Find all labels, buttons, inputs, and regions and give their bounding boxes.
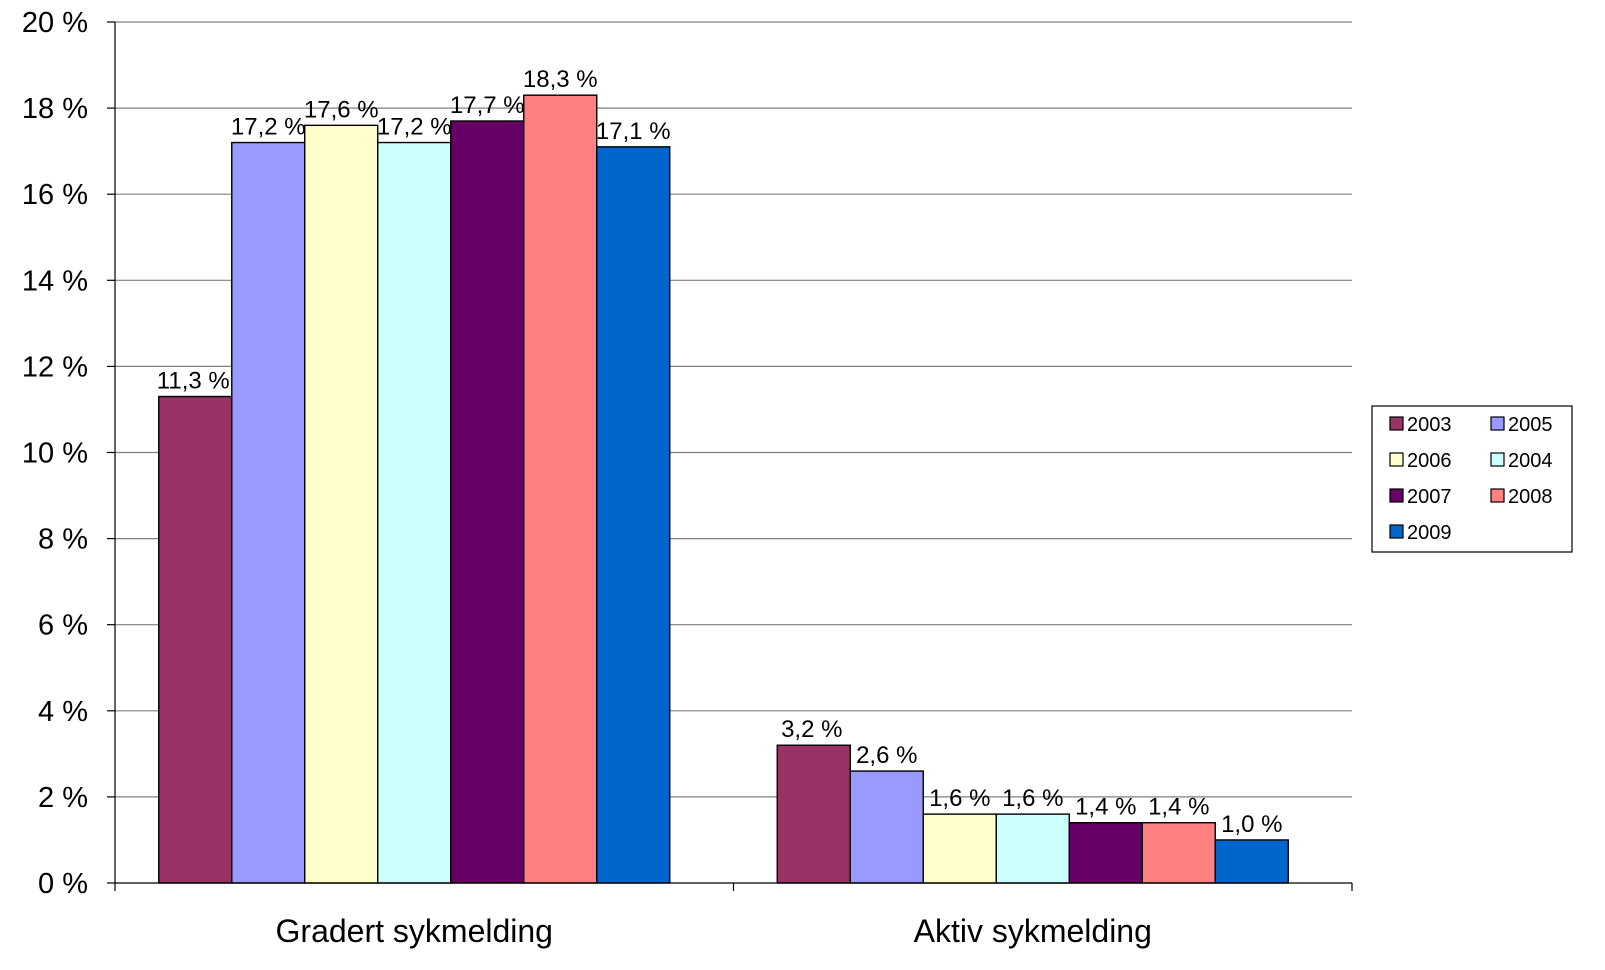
bar-2005-gradert bbox=[231, 141, 306, 884]
legend-swatch-2006 bbox=[1389, 452, 1404, 467]
legend-label-2004: 2004 bbox=[1508, 450, 1553, 472]
data-label: 11,3 % bbox=[157, 368, 230, 395]
legend-label-2003: 2003 bbox=[1407, 414, 1452, 436]
data-label: 17,2 % bbox=[377, 114, 452, 141]
bar-2003-gradert bbox=[158, 395, 233, 884]
data-label: 17,7 % bbox=[450, 92, 525, 119]
bar-2009-gradert bbox=[596, 146, 671, 884]
category-label: Gradert sykmelding bbox=[276, 913, 553, 949]
bar-2005-aktiv bbox=[849, 770, 924, 884]
bar-2004-gradert bbox=[377, 141, 452, 884]
legend-label-2005: 2005 bbox=[1508, 414, 1553, 436]
data-label: 1,4 % bbox=[1075, 794, 1136, 821]
y-tick-label: 18 % bbox=[22, 93, 88, 125]
y-tick-label: 10 % bbox=[22, 438, 88, 470]
data-label: 17,2 % bbox=[231, 114, 306, 141]
bar-2008-aktiv bbox=[1141, 822, 1216, 884]
legend-swatch-2003 bbox=[1389, 416, 1404, 431]
data-label: 3,2 % bbox=[781, 716, 842, 743]
bars bbox=[158, 94, 1289, 884]
legend-swatch-2007 bbox=[1389, 488, 1404, 503]
data-label: 1,6 % bbox=[1002, 785, 1063, 812]
y-tick-label: 20 % bbox=[22, 7, 88, 39]
legend-label-2009: 2009 bbox=[1407, 522, 1452, 544]
legend-label-2007: 2007 bbox=[1407, 486, 1452, 508]
axes bbox=[107, 21, 1353, 891]
data-label: 17,1 % bbox=[596, 118, 671, 145]
data-labels: 11,3 %17,2 %17,6 %17,2 %17,7 %18,3 %17,1… bbox=[157, 66, 1283, 838]
data-label: 17,6 % bbox=[304, 96, 379, 123]
data-label: 1,0 % bbox=[1221, 811, 1282, 838]
bar-2009-aktiv bbox=[1214, 839, 1289, 884]
legend-box bbox=[1371, 405, 1573, 553]
y-tick-label: 4 % bbox=[38, 696, 88, 728]
legend-swatch-2004 bbox=[1490, 452, 1505, 467]
data-label: 1,6 % bbox=[929, 785, 990, 812]
category-label: Aktiv sykmelding bbox=[914, 913, 1152, 949]
legend-swatch-2005 bbox=[1490, 416, 1505, 431]
bar-2006-aktiv bbox=[922, 813, 997, 884]
data-label: 2,6 % bbox=[856, 742, 917, 769]
bar-2008-gradert bbox=[523, 94, 598, 884]
bar-2007-aktiv bbox=[1068, 822, 1143, 884]
bar-2003-aktiv bbox=[776, 744, 851, 884]
y-axis-ticks: 0 % 2 % 4 % 6 % 8 % 10 % 12 % 14 % 16 % 18 % 20 % bbox=[22, 7, 88, 900]
bar-2007-gradert bbox=[450, 120, 525, 884]
y-tick-label: 14 % bbox=[22, 265, 88, 297]
legend: 2003 2005 2006 2004 2007 2008 2009 bbox=[1371, 405, 1573, 553]
y-tick-label: 12 % bbox=[22, 351, 88, 383]
data-label: 18,3 % bbox=[523, 66, 598, 93]
y-tick-label: 2 % bbox=[38, 782, 88, 814]
y-tick-label: 8 % bbox=[38, 524, 88, 556]
category-labels: Gradert sykmelding Aktiv sykmelding bbox=[276, 913, 1152, 949]
y-tick-label: 6 % bbox=[38, 610, 88, 642]
bar-2006-gradert bbox=[304, 124, 379, 884]
data-label: 1,4 % bbox=[1148, 794, 1209, 821]
legend-swatch-2009 bbox=[1389, 524, 1404, 539]
legend-label-2006: 2006 bbox=[1407, 450, 1452, 472]
y-tick-label: 0 % bbox=[38, 868, 88, 900]
bar-2004-aktiv bbox=[995, 813, 1070, 884]
legend-label-2008: 2008 bbox=[1508, 486, 1553, 508]
y-tick-label: 16 % bbox=[22, 179, 88, 211]
legend-swatch-2008 bbox=[1490, 488, 1505, 503]
